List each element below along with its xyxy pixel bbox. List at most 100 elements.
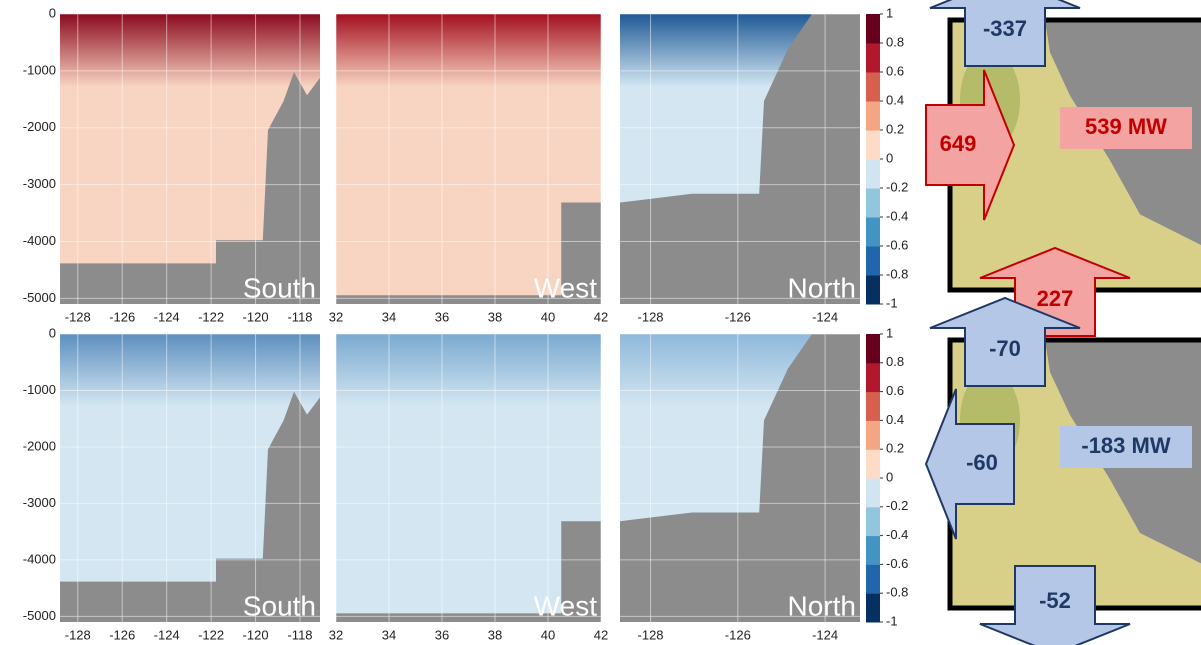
surface-layer [60,334,320,406]
x-tick-label: 36 [435,309,449,324]
y-tick-label: -1000 [23,62,56,77]
colorbar-tick-label: 0.2 [886,441,904,456]
surface-layer [336,14,601,87]
x-tick-label: 40 [541,309,555,324]
x-tick-label: 34 [382,627,396,642]
x-tick-label: -118 [287,627,312,642]
colorbar-tick-label: -0.4 [886,208,908,223]
colorbar-swatch [866,159,880,189]
y-tick-label: -5000 [23,290,56,305]
colorbar-swatch [866,101,880,131]
flux-label: -337 [983,16,1027,41]
flux-label: -52 [1039,588,1071,613]
colorbar-tick-label: 0.4 [886,412,904,427]
section-label: South [243,590,316,621]
colorbar-swatch [866,43,880,73]
colorbar-swatch [866,246,880,276]
colorbar-tick-label: -0.8 [886,266,908,281]
section-label: North [788,590,856,621]
y-tick-label: 0 [49,325,56,340]
section-label: South [243,272,316,303]
net-label: 539 MW [1085,114,1167,139]
colorbar-swatch [866,478,880,507]
x-tick-label: -124 [812,627,838,642]
x-tick-label: -126 [109,627,135,642]
x-tick-label: -124 [812,309,838,324]
x-tick-label: 42 [594,627,608,642]
colorbar-swatch [866,334,880,363]
colorbar-tick-label: -0.2 [886,179,908,194]
colorbar-tick-label: 0.6 [886,63,904,78]
x-tick-label: -124 [154,627,180,642]
colorbar-swatch [866,188,880,218]
colorbar-tick-label: 1 [886,325,893,340]
x-tick-label: 36 [435,627,449,642]
x-tick-label: -120 [243,309,269,324]
colorbar-tick-label: 0.2 [886,121,904,136]
colorbar-tick-label: 0.6 [886,383,904,398]
section-panel: -128 -126 -124 North [620,14,860,324]
x-tick-label: -126 [109,309,135,324]
colorbar-swatch [866,593,880,622]
x-tick-label: 40 [541,627,555,642]
colorbar-swatch [866,14,880,44]
section-label: West [534,272,597,303]
flux-label: -60 [966,450,998,475]
colorbar-tick-label: -1 [886,613,898,628]
flux-label: 227 [1037,286,1074,311]
x-tick-label: -122 [198,627,224,642]
x-tick-label: 38 [488,627,502,642]
colorbar-tick-label: -0.4 [886,527,908,542]
colorbar-swatch [866,420,880,449]
colorbar-tick-label: -0.6 [886,237,908,252]
y-tick-label: -2000 [23,438,56,453]
section-panel: -128 -126 -124 North [620,334,860,642]
x-tick-label: -128 [65,627,91,642]
x-tick-label: -128 [638,309,664,324]
y-tick-label: -5000 [23,608,56,623]
section-label: West [534,590,597,621]
x-tick-label: 32 [329,627,343,642]
colorbar-swatch [866,507,880,536]
y-tick-label: -1000 [23,382,56,397]
section-panel: -128 -126 -124 -122 -120 -118 0 -1000 -2000 -3000… [23,325,320,642]
colorbar-tick-label: -0.2 [886,498,908,513]
x-tick-label: -126 [725,627,751,642]
section-label: North [788,272,856,303]
colorbar-swatch [866,130,880,160]
colorbar-tick-label: 0 [886,469,893,484]
x-tick-label: -118 [287,309,312,324]
colorbar-swatch [866,363,880,392]
section-panel: -128-126-124-122-120-1180-1000-2000-3000… [23,5,320,324]
net-label: -183 MW [1081,433,1170,458]
colorbar-tick-label: -1 [886,295,898,310]
colorbar-tick-label: -0.8 [886,585,908,600]
x-tick-label: -120 [243,627,269,642]
x-tick-label: -128 [65,309,91,324]
colorbar-tick-label: 0.8 [886,34,904,49]
colorbar-swatch [866,217,880,247]
colorbar-swatch [866,536,880,565]
flux-label: 649 [940,131,977,156]
colorbar-swatch [866,564,880,593]
surface-layer [60,14,320,87]
y-tick-label: -4000 [23,551,56,566]
colorbar-swatch [866,392,880,421]
colorbar-swatch [866,275,880,305]
colorbar-tick-label: 0 [886,150,893,165]
surface-layer [336,334,601,406]
y-tick-label: -3000 [23,495,56,510]
x-tick-label: -122 [198,309,224,324]
section-panel: 32 34 36 38 40 42 West [329,334,608,642]
x-tick-label: 42 [594,309,608,324]
x-tick-label: 34 [382,309,396,324]
flux-label: -70 [989,336,1021,361]
y-tick-label: 0 [49,5,56,20]
y-tick-label: -3000 [23,176,56,191]
x-tick-label: -126 [725,309,751,324]
colorbar-tick-label: 0.4 [886,92,904,107]
x-tick-label: -128 [638,627,664,642]
y-tick-label: -2000 [23,119,56,134]
y-tick-label: -4000 [23,233,56,248]
